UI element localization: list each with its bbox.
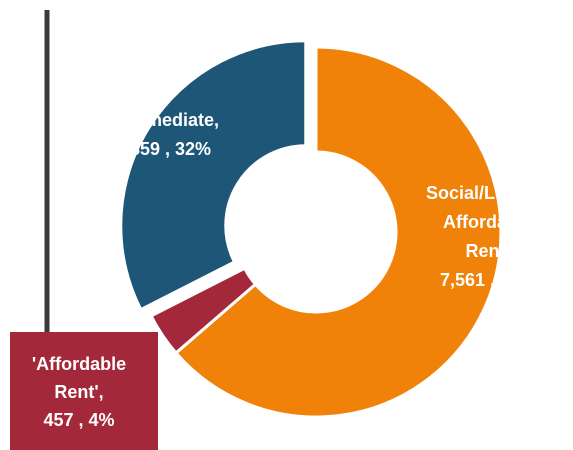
slice-2 [119,39,308,312]
data-label-1: 'Affordable Rent', 457 , 4% [10,332,158,450]
data-label-line: Intermediate, [107,110,219,130]
data-label-box-1 [10,332,158,450]
slice-1 [149,266,258,356]
data-label-0: Social/London Affordable Rent, 7,561 , 64% [426,183,550,290]
data-label-line: 3,859 , 32% [115,139,211,159]
data-label-line: Rent', [54,382,103,402]
data-label-line: Affordable [443,212,533,232]
data-label-2: Intermediate, 3,859 , 32% [107,110,219,159]
labels-layer: Social/London Affordable Rent, 7,561 , 64% '… [10,110,550,450]
data-label-line: Rent, [466,241,511,261]
data-label-line: 7,561 , 64% [440,270,536,290]
data-label-line: Social/London [426,183,550,203]
slice-0 [173,45,503,419]
data-label-line: 'Affordable [32,354,126,374]
slices-layer [119,39,503,419]
data-label-line: 457 , 4% [43,410,114,430]
